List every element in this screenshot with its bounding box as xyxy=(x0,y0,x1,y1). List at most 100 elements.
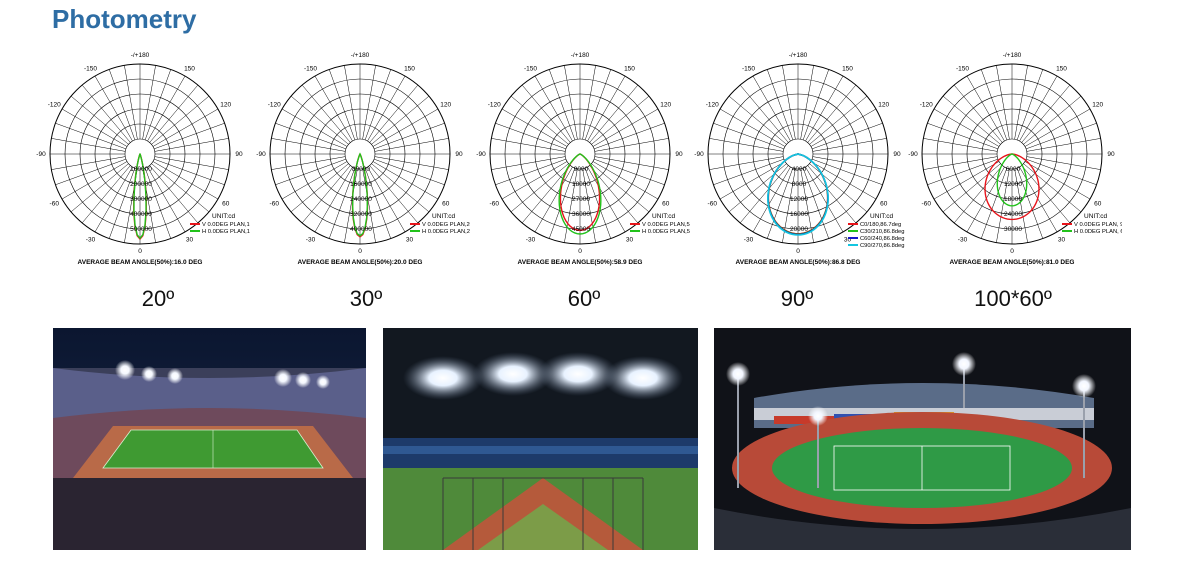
grid-spoke xyxy=(782,65,796,140)
angle-tick-label: 120 xyxy=(220,102,231,109)
grid-spoke xyxy=(709,138,784,152)
grid-spoke xyxy=(1014,65,1028,140)
polar-grid xyxy=(269,63,451,245)
polar-chart-2: -/+180 -150 150 -120 120 -90 90 -60 60 -30 30 0 8000… xyxy=(250,38,470,270)
grid-spoke xyxy=(1023,95,1082,145)
radial-tick-label: 8000 xyxy=(792,181,807,188)
grid-spoke xyxy=(1026,122,1097,150)
legend-entry: C0/180,86.7deg xyxy=(860,222,901,228)
grid-spoke xyxy=(809,163,868,213)
grid-spoke xyxy=(521,165,571,224)
grid-spoke xyxy=(55,122,126,150)
grid-spoke xyxy=(810,161,877,200)
grid-spoke xyxy=(374,138,449,152)
unit-label: UNIT:cd xyxy=(432,213,456,220)
grid-spoke xyxy=(802,69,830,140)
grid-spoke xyxy=(996,65,1010,140)
grid-spoke xyxy=(953,84,1003,143)
unit-label: UNIT:cd xyxy=(870,213,894,220)
unit-label: UNIT:cd xyxy=(212,213,236,220)
grid-spoke xyxy=(933,108,1000,147)
grid-spoke xyxy=(933,161,1000,200)
polar-grid xyxy=(707,63,889,245)
beam-angle-label-100x60: 100*60º xyxy=(974,286,1052,311)
polar-chart-3: -/+180 -150 150 -120 120 -90 90 -60 60 -30 30 0 9000… xyxy=(470,38,690,270)
grid-spoke xyxy=(144,69,172,140)
grid-spoke xyxy=(328,168,356,239)
angle-tick-label: 60 xyxy=(222,201,230,208)
angle-tick-label: -120 xyxy=(48,102,61,109)
grid-spoke xyxy=(810,108,877,147)
radial-tick-label: 320000 xyxy=(350,211,372,218)
grid-spoke xyxy=(501,161,568,200)
polar-grid xyxy=(49,63,231,245)
grid-spoke xyxy=(584,168,612,239)
grid-spoke xyxy=(367,75,406,142)
angle-tick-label: -90 xyxy=(36,151,46,158)
grid-spoke xyxy=(594,156,669,170)
angle-tick-label: 90 xyxy=(893,151,901,158)
grid-spoke xyxy=(805,75,844,142)
grid-spoke xyxy=(923,156,998,170)
grid-spoke xyxy=(752,75,791,142)
angle-tick-label: -150 xyxy=(524,65,537,72)
grid-spoke xyxy=(1026,158,1097,186)
grid-spoke xyxy=(152,108,219,147)
legend-entry: C90/270,86.8deg xyxy=(860,243,904,249)
radial-tick-label: 300000 xyxy=(130,196,152,203)
angle-tick-label: -150 xyxy=(956,65,969,72)
angle-tick-label: 0 xyxy=(138,248,142,255)
grid-spoke xyxy=(589,165,639,224)
angle-tick-label: 120 xyxy=(440,102,451,109)
grid-spoke xyxy=(55,158,126,186)
beam-angle-label-90: 90º xyxy=(780,286,814,311)
angle-tick-label: 120 xyxy=(1092,102,1103,109)
grid-spoke xyxy=(719,108,786,147)
grid-spoke xyxy=(344,168,358,243)
grid-spoke xyxy=(510,95,569,145)
polar-grid xyxy=(489,63,671,245)
grid-spoke xyxy=(812,158,883,186)
grid-spoke xyxy=(802,168,830,239)
angle-tick-label: -120 xyxy=(268,102,281,109)
angle-tick-label: 30 xyxy=(406,237,414,244)
grid-spoke xyxy=(374,158,445,186)
grid-spoke xyxy=(154,122,225,150)
grid-spoke xyxy=(290,163,349,213)
legend-entry: C30/210,86.8deg xyxy=(860,229,904,235)
grid-spoke xyxy=(367,166,406,233)
grid-spoke xyxy=(362,65,376,140)
grid-spoke xyxy=(151,163,210,213)
grid-spoke xyxy=(372,108,439,147)
grid-spoke xyxy=(151,95,210,145)
angle-tick-label: 0 xyxy=(1010,248,1014,255)
grid-spoke xyxy=(51,138,126,152)
grid-spoke xyxy=(364,69,392,140)
angle-tick-label: -60 xyxy=(708,201,718,208)
grid-spoke xyxy=(124,65,138,140)
grid-spoke xyxy=(521,84,571,143)
grid-spoke xyxy=(271,138,346,152)
angle-tick-label: -30 xyxy=(958,237,968,244)
grid-spoke xyxy=(980,69,1008,140)
angle-tick-label: 0 xyxy=(578,248,582,255)
angle-tick-label: 150 xyxy=(404,65,415,72)
beam-angle-footer: AVERAGE BEAM ANGLE(50%):58.9 DEG xyxy=(518,259,643,266)
angle-tick-label: -30 xyxy=(306,237,316,244)
radial-tick-label: 12000 xyxy=(1004,181,1022,188)
grid-spoke xyxy=(510,163,569,213)
beam-angle-footer: AVERAGE BEAM ANGLE(50%):81.0 DEG xyxy=(950,259,1075,266)
grid-spoke xyxy=(154,158,225,186)
grid-spoke xyxy=(591,95,650,145)
grid-spoke xyxy=(149,165,199,224)
grid-spoke xyxy=(70,95,129,145)
soccer-stadium-night-photo xyxy=(53,328,366,550)
grid-spoke xyxy=(281,161,348,200)
grid-spoke xyxy=(809,95,868,145)
angle-tick-label: 0 xyxy=(358,248,362,255)
grid-spoke xyxy=(996,168,1010,243)
angle-tick-label: 30 xyxy=(1058,237,1066,244)
legend-entry: C60/240,86.8deg xyxy=(860,236,904,242)
series-curve-green xyxy=(133,153,147,240)
grid-spoke xyxy=(587,166,626,233)
